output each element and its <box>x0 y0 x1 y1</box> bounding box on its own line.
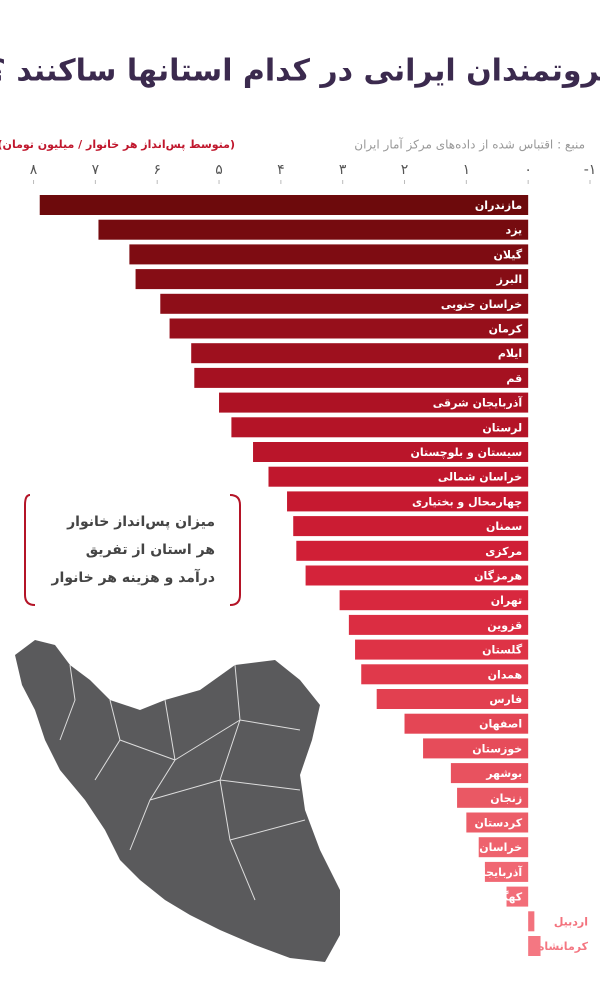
bar-label: البرز <box>496 273 523 286</box>
bar-label: خوزستان <box>472 742 522 755</box>
bar-label: خراسان جنوبی <box>441 298 522 311</box>
bar-label: همدان <box>488 668 523 681</box>
bar-label: قزوین <box>487 619 522 632</box>
bar <box>253 442 529 462</box>
bar-label: سیستان و بلوچستان <box>411 446 523 459</box>
province-borders <box>59 664 306 901</box>
bar <box>506 886 529 907</box>
bar <box>457 787 529 808</box>
x-tick-label: ۰ <box>524 162 532 178</box>
bar-label: کرمانشاه <box>538 940 589 953</box>
bar <box>129 244 529 265</box>
bar-label: گلستان <box>482 644 523 657</box>
bar <box>339 590 529 611</box>
bar-label: کهگیلویه و بویراحمد <box>414 891 523 904</box>
bar <box>348 614 529 635</box>
annotation: میزان پس‌انداز خانوار <box>66 514 215 530</box>
bar-label: خراسان رضوی <box>442 841 523 854</box>
bar <box>287 491 529 512</box>
bar-label: گیلان <box>494 248 523 261</box>
bar <box>268 466 529 487</box>
bar-label: سمنان <box>486 520 522 533</box>
iran-map <box>15 640 340 962</box>
bar <box>305 565 529 586</box>
bar <box>528 936 541 956</box>
bar-label: کردستان <box>474 817 522 830</box>
bar <box>191 343 529 364</box>
x-tick-label: ۱ <box>463 162 471 178</box>
bar <box>296 540 529 561</box>
x-tick-label: ۵ <box>215 162 223 178</box>
x-tick-label: ۶ <box>153 162 161 178</box>
x-tick-label: ۸ <box>30 162 38 178</box>
bar <box>293 516 529 537</box>
bar-label: مرکزی <box>485 545 522 558</box>
bar <box>404 713 529 734</box>
bar <box>376 689 529 709</box>
x-tick-label: ۷ <box>92 162 100 178</box>
annotation-bracket <box>24 494 36 606</box>
bar <box>423 738 529 759</box>
bar-label: ایلام <box>498 347 522 360</box>
bar <box>466 812 529 833</box>
bar <box>39 195 529 215</box>
bar-label: فارس <box>489 693 522 706</box>
annotation: هر استان از تفریق <box>86 542 215 558</box>
bar <box>355 639 529 660</box>
bar <box>194 367 529 388</box>
bar-label: بوشهر <box>485 767 522 780</box>
bar-label: هرمزگان <box>474 570 522 583</box>
bar <box>160 293 529 314</box>
x-tick-label: ۴ <box>277 162 285 178</box>
bar <box>361 664 529 685</box>
bar <box>219 392 529 413</box>
bar <box>450 763 529 784</box>
x-tick-label: ۲ <box>401 162 409 178</box>
bar-label: اردبیل <box>554 915 588 928</box>
bar <box>528 911 535 932</box>
x-axis-label: (متوسط پس‌انداز هر خانوار / میلیون تومان… <box>0 138 235 151</box>
bar-label: آذربایجان غربی <box>439 865 522 879</box>
bar <box>231 417 529 438</box>
x-tick-label: -۱ <box>584 162 597 178</box>
bar-label: کرمان <box>489 323 523 336</box>
bar <box>478 837 529 858</box>
bar-label: مازندران <box>475 199 522 212</box>
bar-label: چهارمحال و بختیاری <box>412 495 522 508</box>
bar <box>135 269 529 290</box>
chart-title: ثروتمندان ایرانی در کدام استانها ساکنند … <box>0 54 600 89</box>
annotation-bracket <box>229 494 241 606</box>
bar-label: زنجان <box>490 792 522 805</box>
bar <box>98 219 529 240</box>
bar-label: خراسان شمالی <box>438 471 522 484</box>
x-tick-label: ۳ <box>339 162 347 178</box>
bar <box>484 861 529 882</box>
bar <box>169 318 529 339</box>
bar-label: یزد <box>506 224 523 237</box>
bar-label: قم <box>506 372 522 385</box>
bar-label: آذربایجان شرقی <box>433 396 523 410</box>
bar-label: اصفهان <box>479 718 522 731</box>
source: منبع : اقتباس شده از داده‌های مرکز آمار … <box>354 137 585 153</box>
bar-label: تهران <box>491 594 522 607</box>
annotation: درآمد و هزینه هر خانوار <box>50 568 215 586</box>
bar-label: لرستان <box>482 421 522 434</box>
